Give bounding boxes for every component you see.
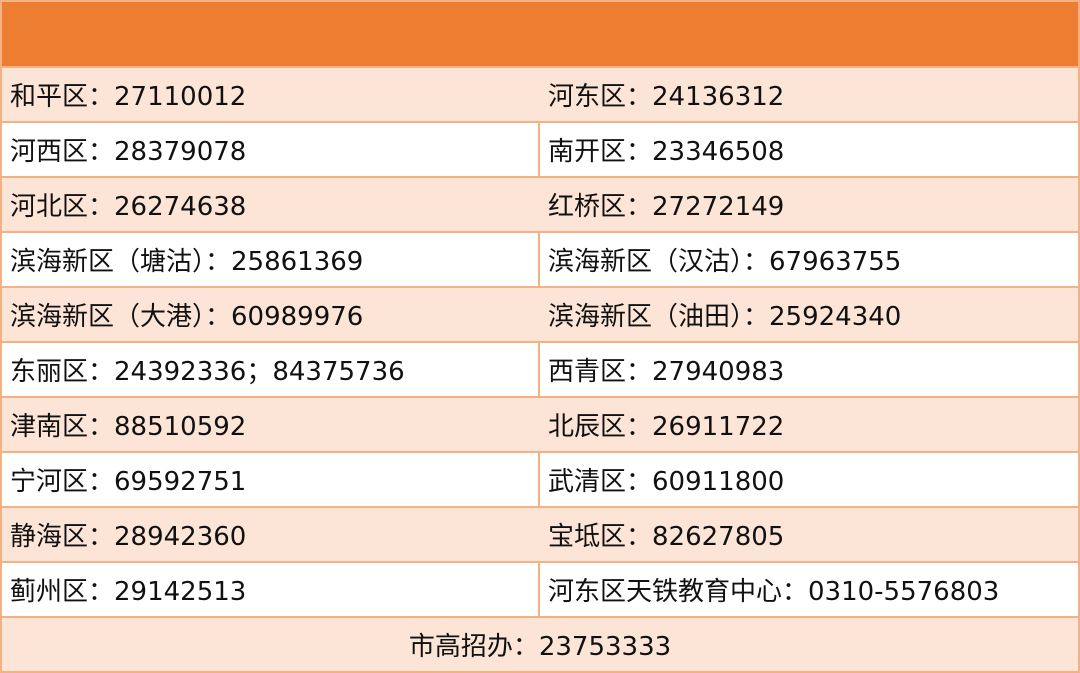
table-row: 河西区：28379078 南开区：23346508	[2, 123, 1078, 178]
table-cell: 蓟州区：29142513	[2, 563, 540, 616]
table-cell: 西青区：27940983	[548, 357, 785, 387]
table-row: 和平区：27110012 河东区：24136312	[2, 68, 1078, 123]
footer-row: 市高招办：23753333	[2, 618, 1078, 671]
table-cell: 宝坻区：82627805	[548, 522, 785, 552]
table-cell: 北辰区：26911722	[548, 412, 785, 442]
table-row: 津南区：88510592 北辰区：26911722	[2, 398, 1078, 453]
table-cell: 滨海新区（汉沽）：67963755	[548, 247, 902, 277]
table-cell: 河东区天铁教育中心：0310-5576803	[548, 577, 1000, 607]
table-cell: 静海区：28942360	[2, 508, 540, 561]
table-cell: 东丽区：24392336；84375736	[2, 343, 540, 396]
table-row: 滨海新区（塘沽）：25861369 滨海新区（汉沽）：67963755	[2, 233, 1078, 288]
table-row: 东丽区：24392336；84375736 西青区：27940983	[2, 343, 1078, 398]
table-cell: 河北区：26274638	[2, 178, 540, 231]
table-cell: 武清区：60911800	[548, 467, 785, 497]
table-cell: 河东区：24136312	[548, 82, 785, 112]
table-cell: 滨海新区（塘沽）：25861369	[2, 233, 540, 286]
table-row: 蓟州区：29142513 河东区天铁教育中心：0310-5576803	[2, 563, 1078, 618]
table-cell: 津南区：88510592	[2, 398, 540, 451]
table-row: 静海区：28942360 宝坻区：82627805	[2, 508, 1078, 563]
table-cell: 宁河区：69592751	[2, 453, 540, 506]
table-cell: 滨海新区（大港）：60989976	[2, 288, 540, 341]
table-cell: 红桥区：27272149	[548, 192, 785, 222]
table-cell: 滨海新区（油田）：25924340	[548, 302, 902, 332]
table-cell: 南开区：23346508	[548, 137, 785, 167]
table-row: 滨海新区（大港）：60989976 滨海新区（油田）：25924340	[2, 288, 1078, 343]
table-header	[2, 2, 1078, 68]
table-row: 河北区：26274638 红桥区：27272149	[2, 178, 1078, 233]
footer-text: 市高招办：23753333	[408, 632, 672, 662]
table-row: 宁河区：69592751 武清区：60911800	[2, 453, 1078, 508]
table-cell: 河西区：28379078	[2, 123, 540, 176]
table-cell: 和平区：27110012	[2, 68, 540, 121]
